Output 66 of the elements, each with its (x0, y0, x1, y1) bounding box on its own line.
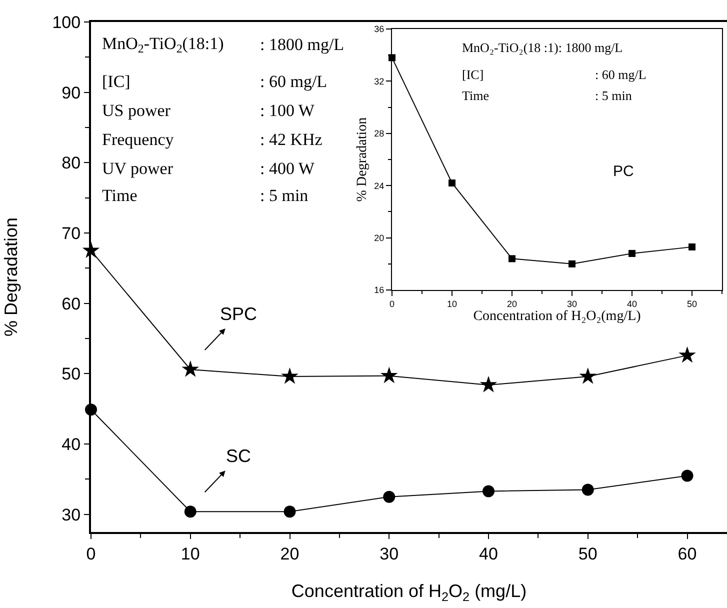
x-tick-label: 30 (566, 298, 578, 309)
y-tick-label: 36 (374, 24, 384, 34)
point (184, 506, 196, 518)
annotation: : 1800 mg/L (260, 35, 344, 54)
annotation: : 60 mg/L (595, 67, 646, 82)
y-axis-title: % Degradation (354, 117, 370, 202)
point (678, 346, 696, 363)
point (383, 490, 396, 503)
point (582, 484, 594, 496)
point (688, 243, 696, 250)
x-axis-title: Concentration of H₂O₂(mg/L) (473, 309, 642, 324)
x-tick-label: 50 (686, 298, 698, 309)
point (628, 250, 636, 257)
annotation: [IC] (102, 72, 130, 91)
y-tick-label: 40 (62, 435, 81, 454)
y-tick-label: 20 (374, 232, 384, 243)
y-tick-label: 32 (374, 76, 384, 86)
annotation: [IC] (462, 67, 484, 82)
annotation: US power (102, 101, 171, 120)
annotation: MnO₂-TiO₂(18 :1): 1800 mg/L (462, 40, 623, 55)
annotation: MnO$_{2}$-TiO$_{2}$(18:1) (102, 34, 224, 56)
y-tick-label: 80 (62, 154, 81, 173)
point (182, 360, 200, 377)
annotation: : 5 min (595, 88, 632, 103)
point (482, 485, 494, 498)
annotation: UV power (102, 159, 174, 178)
y-tick-label: 16 (374, 285, 384, 296)
annotation: : 60 mg/L (260, 72, 328, 91)
point (681, 470, 694, 482)
y-axis-title: % Degradation (0, 217, 21, 337)
text: SC (226, 446, 252, 466)
x-tick-label: 20 (506, 298, 518, 309)
annotation: : 5 min (260, 186, 309, 205)
annotation: : 100 W (260, 101, 316, 120)
y-tick-label: 30 (62, 505, 81, 524)
point (281, 367, 298, 384)
x-tick-label: 40 (626, 298, 638, 309)
point (448, 179, 456, 186)
annotation: Time (102, 186, 138, 205)
point (284, 506, 296, 518)
x-axis-title: Concentration of H$_{2}$O$_{2}$ (mg/L) (291, 581, 527, 604)
annotation: : 400 W (260, 159, 316, 178)
x-tick-label: 0 (86, 544, 96, 564)
x-tick-label: 20 (280, 544, 300, 564)
y-tick-label: 90 (62, 83, 81, 102)
point (380, 366, 398, 384)
annotation: Frequency (102, 130, 174, 149)
y-tick-label: 50 (62, 364, 81, 384)
y-tick-label: 24 (374, 180, 384, 191)
annotation: Time (462, 88, 490, 103)
point (508, 255, 516, 262)
text: SPC (220, 304, 258, 324)
point (568, 260, 576, 268)
point (480, 376, 498, 392)
y-tick-label: 70 (62, 224, 81, 243)
x-tick-label: 60 (678, 544, 697, 564)
y-tick-label: 100 (52, 12, 81, 32)
x-tick-label: 10 (180, 544, 200, 564)
x-tick-label: 0 (389, 298, 395, 309)
x-tick-label: 40 (479, 544, 498, 564)
annotation: PC (613, 163, 634, 180)
x-tick-label: 10 (446, 298, 458, 309)
y-tick-label: 28 (374, 128, 384, 139)
x-tick-label: 50 (578, 544, 598, 564)
annotation: : 42 KHz (260, 130, 323, 149)
point (579, 367, 597, 384)
